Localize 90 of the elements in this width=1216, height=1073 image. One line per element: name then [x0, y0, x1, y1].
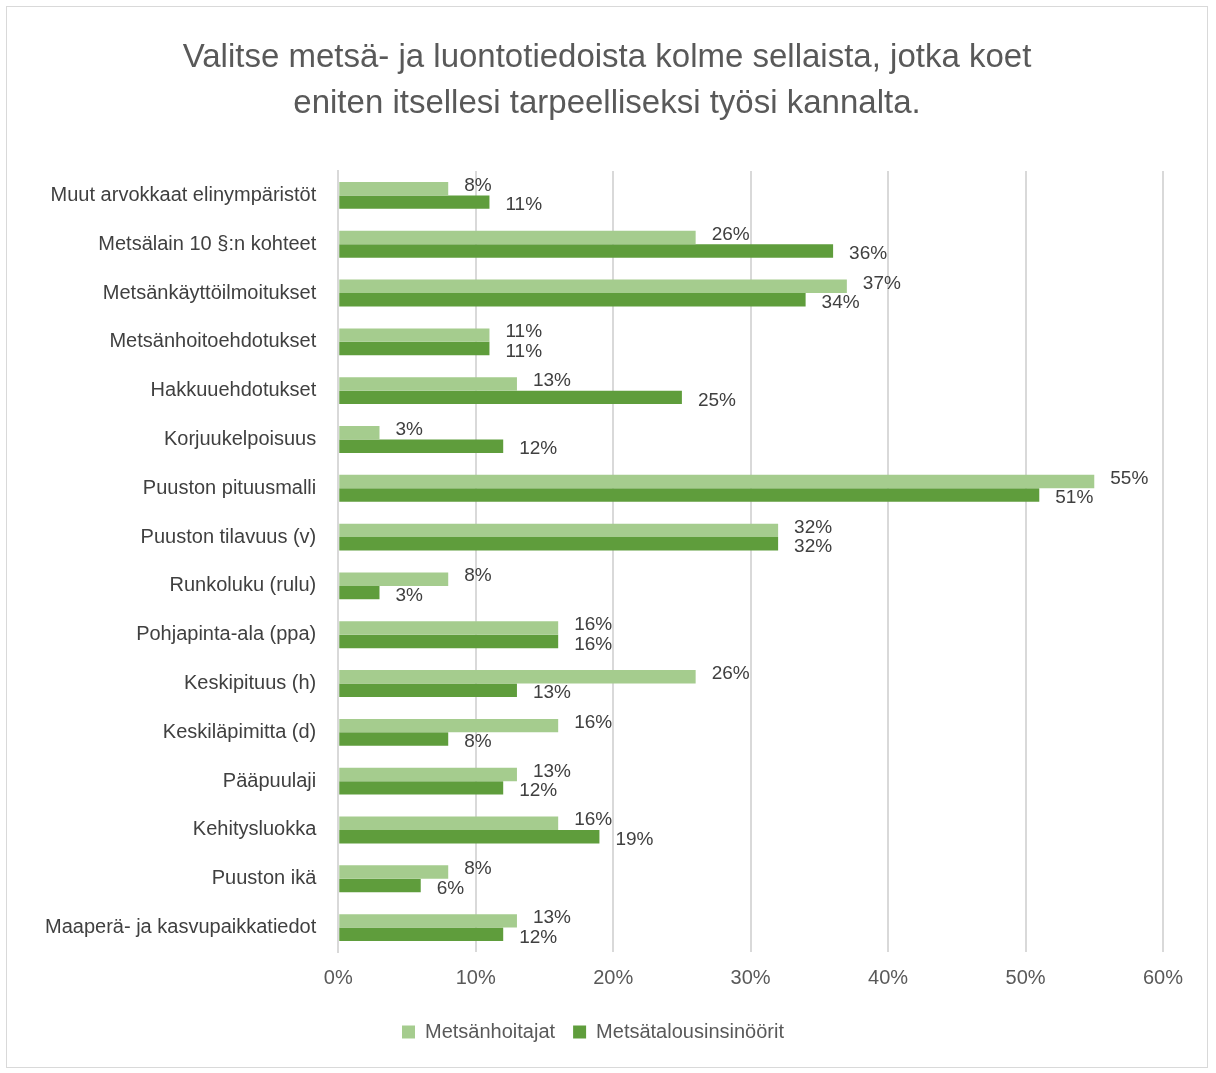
- data-label: 16%: [574, 808, 613, 830]
- y-tick-label: Keskiläpimitta (d): [162, 719, 317, 742]
- bar: [339, 718, 559, 733]
- x-tick-label: 60%: [1142, 965, 1184, 988]
- bar: [339, 328, 490, 342]
- data-label: 26%: [711, 222, 750, 244]
- data-label: 8%: [464, 857, 492, 879]
- bar: [339, 426, 380, 440]
- data-label: 13%: [532, 759, 572, 781]
- bar: [339, 439, 504, 453]
- y-tick-label: Puuston pituusmalli: [142, 475, 317, 498]
- legend-label: Metsänhoitajat: [425, 1019, 556, 1042]
- bar: [339, 767, 517, 782]
- bar: [339, 279, 847, 294]
- data-label: 8%: [464, 730, 492, 752]
- y-tick-label: Pohjapinta-ala (ppa): [136, 622, 317, 645]
- bar: [339, 927, 504, 942]
- bar: [339, 293, 806, 307]
- data-label: 12%: [519, 925, 558, 947]
- data-label: 3%: [395, 417, 424, 439]
- y-tick-label: Metsänhoitoehdotukset: [109, 329, 317, 352]
- data-label: 25%: [697, 388, 737, 410]
- y-tick-label: Metsänkäyttöilmoitukset: [102, 280, 317, 303]
- data-label: 11%: [505, 193, 543, 215]
- data-label: 36%: [849, 242, 888, 264]
- y-tick-label: Metsälain 10 §:n kohteet: [98, 231, 317, 254]
- bar: [339, 572, 449, 586]
- bar: [339, 865, 449, 879]
- data-label: 13%: [532, 906, 572, 928]
- bar: [339, 732, 449, 746]
- bar: [339, 537, 779, 551]
- data-label: 8%: [464, 173, 492, 195]
- data-label: 26%: [711, 662, 750, 684]
- bar: [339, 781, 504, 795]
- bar: [339, 523, 779, 538]
- bar: [339, 377, 517, 391]
- bar: [339, 634, 559, 649]
- chart-title: Valitse metsä- ja luontotiedoista kolme sellaista, jotka koet eniten itsellesi tarpeelliseksi työsi kannalta.: [181, 36, 1033, 122]
- y-tick-label: Korjuukelpoisuus: [163, 426, 317, 449]
- y-tick-label: Hakkuuehdotukset: [150, 378, 317, 401]
- data-label: 13%: [532, 681, 572, 703]
- data-label: 11%: [505, 339, 543, 361]
- data-label: 16%: [574, 632, 613, 654]
- bar: [339, 585, 380, 600]
- data-label: 34%: [821, 290, 860, 312]
- data-label: 8%: [464, 564, 492, 586]
- data-label: 32%: [794, 535, 833, 557]
- x-tick-label: 40%: [868, 965, 909, 988]
- data-label: 6%: [436, 876, 465, 898]
- data-label: 19%: [615, 827, 654, 849]
- y-tick-label: Kehitysluokka: [192, 817, 318, 840]
- x-tick-label: 0%: [323, 965, 353, 988]
- bar: [339, 914, 517, 928]
- bar: [339, 670, 696, 684]
- bar: [339, 816, 559, 830]
- y-tick-label: Maaperä- ja kasvupaikkatiedot: [44, 915, 317, 938]
- legend-label: Metsätalousinsinöörit: [596, 1019, 785, 1042]
- data-label: 32%: [794, 515, 833, 537]
- data-label: 16%: [574, 613, 613, 635]
- x-tick-label: 10%: [455, 965, 496, 988]
- x-tick-label: 30%: [730, 965, 771, 988]
- data-label: 16%: [574, 710, 613, 732]
- x-tick-label: 20%: [593, 965, 634, 988]
- bar: [339, 244, 834, 258]
- data-label: 11%: [505, 320, 543, 342]
- bar: [339, 181, 449, 196]
- bar: [339, 390, 682, 405]
- data-label: 51%: [1055, 486, 1094, 508]
- y-tick-label: Muut arvokkaat elinympäristöt: [50, 182, 317, 205]
- bar: [339, 829, 600, 844]
- y-tick-label: Keskipituus (h): [183, 671, 317, 694]
- bar: [339, 878, 421, 893]
- bar: [339, 341, 490, 356]
- bar: [339, 488, 1040, 502]
- data-label: 12%: [519, 779, 558, 801]
- data-label: 55%: [1110, 466, 1149, 488]
- bar: [339, 621, 559, 635]
- x-tick-label: 50%: [1005, 965, 1046, 988]
- data-label: 37%: [862, 271, 901, 293]
- y-tick-label: Puuston tilavuus (v): [140, 524, 317, 547]
- data-label: 3%: [395, 583, 424, 605]
- data-label: 13%: [532, 369, 572, 391]
- bar: [339, 195, 490, 209]
- bar: [339, 230, 696, 245]
- y-tick-label: Runkoluku (rulu): [169, 573, 317, 596]
- y-tick-label: Pääpuulaji: [222, 768, 317, 791]
- data-label: 12%: [519, 437, 558, 459]
- bar: [339, 683, 517, 697]
- bar: [339, 474, 1095, 489]
- y-tick-label: Puuston ikä: [211, 866, 318, 889]
